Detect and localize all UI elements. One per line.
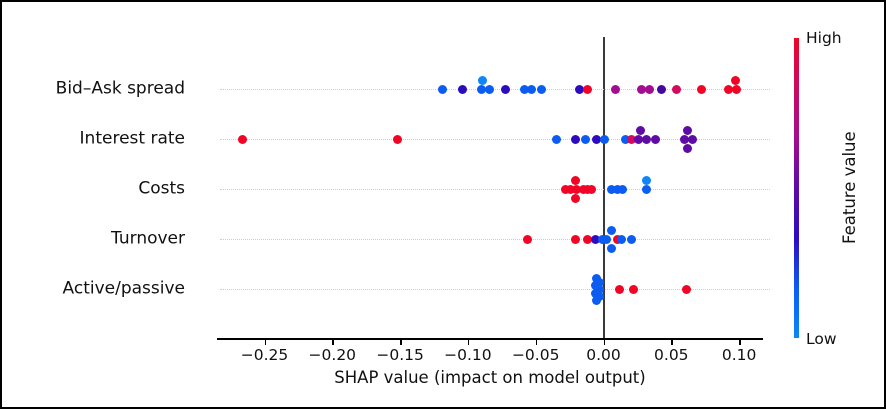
data-point [600,134,610,144]
data-point [476,84,486,94]
data-point [478,75,488,85]
data-point [607,225,617,235]
data-point [457,84,467,94]
data-point [723,84,733,94]
row-gridline [220,89,770,90]
data-point [642,184,652,194]
data-point [586,184,596,194]
feature-label: Bid–Ask spread [55,78,185,99]
data-point [642,175,652,185]
data-point [485,84,495,94]
data-point [607,243,617,253]
zero-reference-line [603,37,605,339]
data-point [627,234,637,244]
data-point [570,234,580,244]
data-point [657,84,667,94]
feature-label: Costs [138,178,185,199]
data-point [570,175,580,185]
data-point [592,134,602,144]
x-axis-line [217,338,763,340]
data-point [592,295,602,305]
data-point [594,277,604,287]
data-point [683,125,693,135]
data-point [634,134,644,144]
x-axis-tick-label: 0.05 [654,346,689,364]
x-axis-tick [467,340,470,345]
colorbar-gradient [794,38,799,338]
data-point [650,134,660,144]
data-point [645,84,655,94]
data-point [681,284,691,294]
row-gridline [220,189,770,190]
x-axis-tick-label: −0.25 [240,346,289,364]
data-point [570,134,580,144]
data-point [561,184,571,194]
data-point [635,125,645,135]
data-point [594,284,604,294]
x-axis-tick-label: −0.15 [376,346,424,364]
data-point [696,84,706,94]
feature-label: Turnover [111,228,185,249]
data-point [731,84,741,94]
data-point [582,234,592,244]
data-point [581,134,591,144]
data-point [437,84,447,94]
data-point [582,84,592,94]
data-point [611,84,621,94]
row-gridline [220,139,770,140]
data-point [680,134,690,144]
x-axis-tick [264,340,266,345]
data-point [594,291,604,301]
data-point [566,184,576,194]
x-axis-tick [535,340,538,345]
x-axis-tick-label: −0.20 [308,346,357,364]
data-point [590,234,600,244]
data-point [574,84,584,94]
data-point [683,143,693,153]
feature-label: Active/passive [62,278,185,299]
colorbar-low-label: Low [806,330,837,348]
data-point [536,84,546,94]
data-point [523,234,533,244]
colorbar-title: Feature value [840,131,859,245]
data-point [570,193,580,203]
data-point [688,134,698,144]
feature-label: Interest rate [79,128,185,149]
x-axis-tick [603,340,605,345]
data-point [615,284,625,294]
data-point [642,134,652,144]
data-point [590,280,600,290]
x-axis-tick [400,340,402,345]
x-axis-tick-label: 0.10 [721,346,757,364]
data-point [672,84,682,94]
x-axis-tick-label: −0.05 [511,346,560,364]
data-point [601,234,611,244]
data-point [238,134,248,144]
x-axis-title: SHAP value (impact on model output) [334,368,646,387]
data-point [627,134,637,144]
data-point [520,84,530,94]
data-point [617,184,627,194]
row-gridline [220,239,770,240]
colorbar-high-label: High [806,29,842,47]
data-point [612,184,622,194]
data-point [551,134,561,144]
data-point [730,75,740,85]
row-gridline [220,289,770,290]
data-point [607,184,617,194]
data-point [628,284,638,294]
x-axis-tick-label: −0.10 [444,346,492,364]
data-point [620,134,630,144]
x-axis-tick [332,340,334,345]
x-axis-tick-label: 0.00 [586,346,621,364]
x-axis-tick [671,340,673,345]
data-point [392,134,402,144]
data-point [616,234,626,244]
data-point [501,84,511,94]
data-point [571,184,581,194]
x-axis-tick [739,340,741,345]
data-point [527,84,537,94]
data-point [636,84,646,94]
